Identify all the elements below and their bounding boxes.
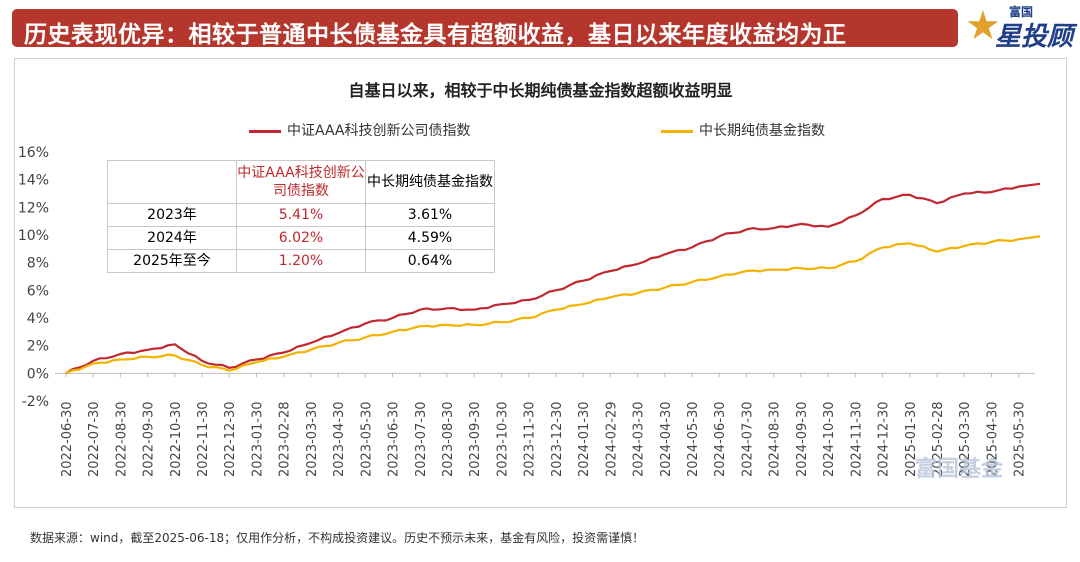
legend-swatch-series-1 [249, 129, 281, 133]
x-tick-label: 2023-01-30 [250, 401, 265, 477]
line-chart: 16% 14% 12% 10% 8% 6% 4% 2% 0% -2% 2022-06-30 2022-… [18, 145, 1041, 477]
chart-panel: 16% 14% 12% 10% 8% 6% 4% 2% 0% -2% 2022-06-30 2022-… [14, 58, 1067, 508]
table-cell-value: 0.64% [365, 249, 495, 273]
series-line-1 [65, 182, 1041, 375]
y-tick-label: 8% [27, 256, 49, 272]
legend-item-series-1: 中证AAA科技创新公司债指数 [249, 120, 471, 140]
x-tick-label: 2023-12-30 [550, 401, 565, 477]
x-tick-label: 2025-01-30 [904, 401, 919, 477]
x-tick-label: 2023-02-28 [278, 401, 293, 477]
table-cell-value: 5.41% [236, 203, 366, 227]
y-tick-label: 12% [18, 200, 49, 216]
y-tick-label: 6% [27, 283, 49, 299]
x-tick-label: 2023-11-30 [523, 401, 538, 477]
table-cell-year: 2024年 [107, 226, 237, 250]
x-tick-label: 2023-04-30 [332, 401, 347, 477]
x-tick-label: 2024-04-30 [659, 401, 674, 477]
table-cell-year: 2025年至今 [107, 249, 237, 273]
legend-swatch-series-2 [661, 129, 693, 133]
x-tick-label: 2023-09-30 [468, 401, 483, 477]
x-tick-label: 2023-10-30 [495, 401, 510, 477]
logo-main-text: 星投顾 [995, 22, 1074, 52]
x-tick-label: 2024-08-30 [768, 401, 783, 477]
legend-item-series-2: 中长期纯债基金指数 [661, 120, 825, 140]
x-tick-label: 2023-07-30 [414, 401, 429, 477]
x-tick-label: 2023-03-30 [305, 401, 320, 477]
x-tick-label: 2024-11-30 [849, 401, 864, 477]
table-cell-value: 1.20% [236, 249, 366, 273]
y-tick-label: 0% [27, 366, 49, 382]
legend-label-series-2: 中长期纯债基金指数 [699, 123, 825, 139]
brand-logo: ★ 富国 星投顾 [965, 3, 1074, 52]
table-header-cell: 中长期纯债基金指数 [365, 160, 495, 204]
x-tick-label: 2022-10-30 [169, 401, 184, 477]
x-tick-label: 2022-11-30 [196, 401, 211, 477]
x-tick-label: 2024-09-30 [795, 401, 810, 477]
table-cell-year: 2023年 [107, 203, 237, 227]
table-header-cell [107, 160, 237, 204]
y-tick-label: 16% [18, 145, 49, 161]
table-row: 2025年至今 1.20% 0.64% [107, 249, 495, 273]
table-cell-value: 6.02% [236, 226, 366, 250]
x-tick-label: 2022-09-30 [142, 401, 157, 477]
table-header-row: 中证AAA科技创新公司债指数 中长期纯债基金指数 [107, 160, 495, 204]
y-tick-label: 2% [27, 339, 49, 355]
table-cell-value: 3.61% [365, 203, 495, 227]
x-tick-label: 2023-06-30 [387, 401, 402, 477]
logo-top-text: 富国 [1009, 5, 1034, 19]
series-line-2 [65, 235, 1041, 375]
x-tick-label: 2022-08-30 [114, 401, 129, 477]
x-tick-label: 2024-02-29 [604, 401, 619, 477]
x-tick-label: 2024-12-30 [877, 401, 892, 477]
table-row: 2024年 6.02% 4.59% [107, 226, 495, 250]
x-tick-label: 2024-01-30 [577, 401, 592, 477]
x-tick-label: 2022-12-30 [223, 401, 238, 477]
y-tick-label: 14% [18, 173, 49, 189]
table-cell-value: 4.59% [365, 226, 495, 250]
x-tick-label: 2024-10-30 [822, 401, 837, 477]
y-tick-label: 4% [27, 311, 49, 327]
x-tick-label: 2023-05-30 [359, 401, 374, 477]
x-tick-label: 2024-03-30 [632, 401, 647, 477]
x-tick-label: 2025-02-28 [931, 401, 946, 477]
y-tick-label: -2% [22, 394, 49, 410]
x-tick-label: 2025-03-30 [958, 401, 973, 477]
x-tick-label: 2025-05-30 [1013, 401, 1028, 477]
x-tick-label: 2022-06-30 [60, 401, 75, 477]
table-header-cell: 中证AAA科技创新公司债指数 [236, 160, 366, 204]
header-bar: 历史表现优异：相较于普通中长债基金具有超额收益，基日以来年度收益均为正 [12, 9, 958, 48]
legend-label-series-1: 中证AAA科技创新公司债指数 [287, 123, 471, 139]
page-title: 历史表现优异：相较于普通中长债基金具有超额收益，基日以来年度收益均为正 [24, 22, 847, 48]
star-icon: ★ [965, 3, 1001, 49]
x-tick-label: 2022-07-30 [87, 401, 102, 477]
x-tick-label: 2025-04-30 [985, 401, 1000, 477]
annual-return-table: 中证AAA科技创新公司债指数 中长期纯债基金指数 2023年 5.41% 3.6… [107, 160, 495, 273]
y-tick-label: 10% [18, 228, 49, 244]
x-tick-label: 2024-06-30 [713, 401, 728, 477]
x-tick-label: 2024-07-30 [740, 401, 755, 477]
watermark-text: 富国基金 [915, 457, 1004, 482]
x-tick-label: 2023-08-30 [441, 401, 456, 477]
table-row: 2023年 5.41% 3.61% [107, 203, 495, 227]
chart-title: 自基日以来，相较于中长期纯债基金指数超额收益明显 [348, 81, 733, 100]
x-tick-label: 2024-05-30 [686, 401, 701, 477]
footnote: 数据来源：wind，截至2025-06-18；仅用作分析，不构成投资建议。历史不… [30, 531, 645, 545]
